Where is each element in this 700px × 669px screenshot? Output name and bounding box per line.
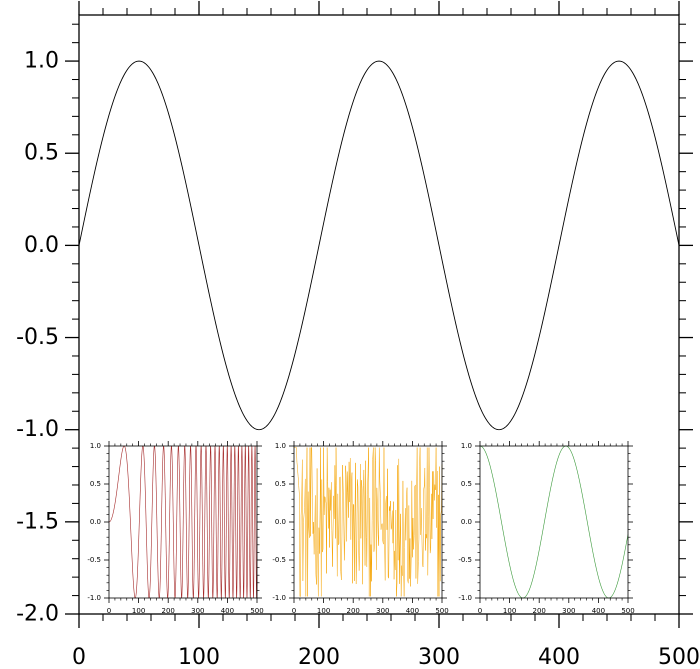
main-x-tick-label: 400 — [538, 645, 580, 669]
main-y-tick-label: -1.0 — [16, 417, 59, 442]
main-y-tick-label: 1.0 — [24, 49, 59, 74]
inset-noise-x-tick-label: 400 — [406, 607, 419, 615]
inset-cos-x-tick-label: 100 — [503, 607, 516, 615]
inset-cos-y-tick-label: 0.5 — [461, 480, 472, 488]
inset-chirp-x-tick-label: 500 — [250, 607, 263, 615]
inset-chirp-x-tick-label: 0 — [107, 607, 111, 615]
inset-chirp-y-tick-label: 1.0 — [90, 442, 101, 450]
main-axes-frame — [78, 14, 680, 615]
inset-noise-series-line — [294, 447, 443, 597]
inset-noise-y-tick-label: -1.0 — [272, 594, 286, 602]
inset-cos-y-tick-label: 1.0 — [461, 442, 472, 450]
main-series-line — [78, 60, 680, 431]
inset-noise-y-tick-label: 0.0 — [275, 518, 286, 526]
main-y-tick-label: 0.5 — [24, 141, 59, 166]
inset-cos-x-tick-label: 500 — [621, 607, 634, 615]
inset-cos-y-tick-label: 0.0 — [461, 518, 472, 526]
inset-noise-x-tick-label: 0 — [292, 607, 296, 615]
inset-cos-x-tick-label: 200 — [533, 607, 546, 615]
main-x-tick-label: 300 — [418, 645, 460, 669]
inset-noise-y-tick-label: -0.5 — [272, 556, 286, 564]
main-x-tick-label: 200 — [298, 645, 340, 669]
inset-noise-panel: 0 100 200 300 400 500 -1.0 -0.5 0.0 0.5 1.0 — [272, 441, 449, 615]
main-y-tick-label: -0.5 — [16, 325, 59, 350]
main-y-tick-label: -1.5 — [16, 509, 59, 534]
inset-cos-x-tick-label: 300 — [562, 607, 575, 615]
inset-noise-x-tick-label: 500 — [435, 607, 448, 615]
inset-noise-y-tick-label: 1.0 — [275, 442, 286, 450]
inset-chirp-x-tick-label: 100 — [132, 607, 145, 615]
inset-cos-y-tick-label: -1.0 — [458, 594, 472, 602]
inset-noise-x-tick-label: 100 — [317, 607, 330, 615]
main-y-tick-label: 0.0 — [24, 233, 59, 258]
inset-noise-x-tick-label: 200 — [347, 607, 360, 615]
inset-chirp-x-tick-label: 400 — [221, 607, 234, 615]
inset-cos-panel: 0 100 200 300 400 500 -1.0 -0.5 0.0 0.5 1.0 — [458, 441, 635, 615]
inset-cos-x-tick-label: 0 — [478, 607, 482, 615]
inset-chirp-y-tick-label: -0.5 — [87, 556, 101, 564]
inset-noise-x-tick-label: 300 — [376, 607, 389, 615]
main-x-tick-label: 500 — [658, 645, 700, 669]
inset-cos-background — [480, 446, 628, 598]
inset-chirp-y-tick-label: 0.0 — [90, 518, 101, 526]
inset-cos-x-tick-label: 400 — [592, 607, 605, 615]
main-y-tick-label: -2.0 — [16, 602, 59, 627]
inset-cos-series-line — [479, 445, 629, 599]
inset-chirp-x-tick-label: 300 — [191, 607, 204, 615]
inset-chirp-panel: 0 100 200 300 400 500 -1.0 -0.5 0.0 0.5 1.0 — [87, 441, 264, 615]
inset-noise-y-tick-label: 0.5 — [275, 480, 286, 488]
main-x-tick-label: 100 — [178, 645, 220, 669]
main-x-tick-label: 0 — [72, 645, 86, 669]
inset-cos-y-tick-label: -0.5 — [458, 556, 472, 564]
inset-chirp-series-line — [108, 445, 258, 599]
inset-chirp-x-tick-label: 200 — [162, 607, 175, 615]
inset-chirp-y-tick-label: 0.5 — [90, 480, 101, 488]
inset-chirp-y-tick-label: -1.0 — [87, 594, 101, 602]
